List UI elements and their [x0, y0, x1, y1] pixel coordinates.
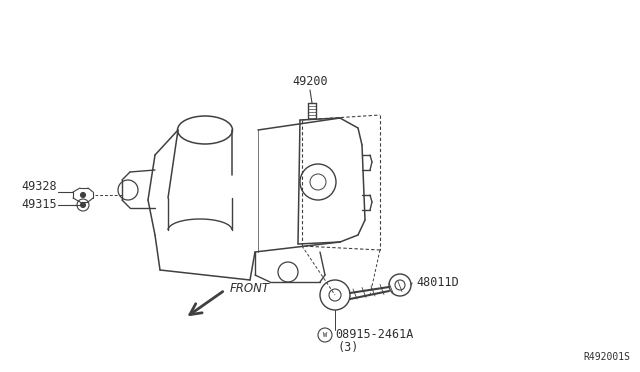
- Text: R492001S: R492001S: [583, 352, 630, 362]
- Text: 49315: 49315: [21, 198, 57, 211]
- Circle shape: [81, 202, 86, 208]
- Text: (3): (3): [337, 341, 358, 355]
- Text: 48011D: 48011D: [416, 276, 459, 289]
- Text: 08915-2461A: 08915-2461A: [335, 328, 413, 341]
- Circle shape: [81, 192, 86, 198]
- Text: 49328: 49328: [21, 180, 57, 193]
- Text: 49200: 49200: [292, 75, 328, 88]
- Text: FRONT: FRONT: [230, 282, 270, 295]
- Text: W: W: [323, 332, 327, 338]
